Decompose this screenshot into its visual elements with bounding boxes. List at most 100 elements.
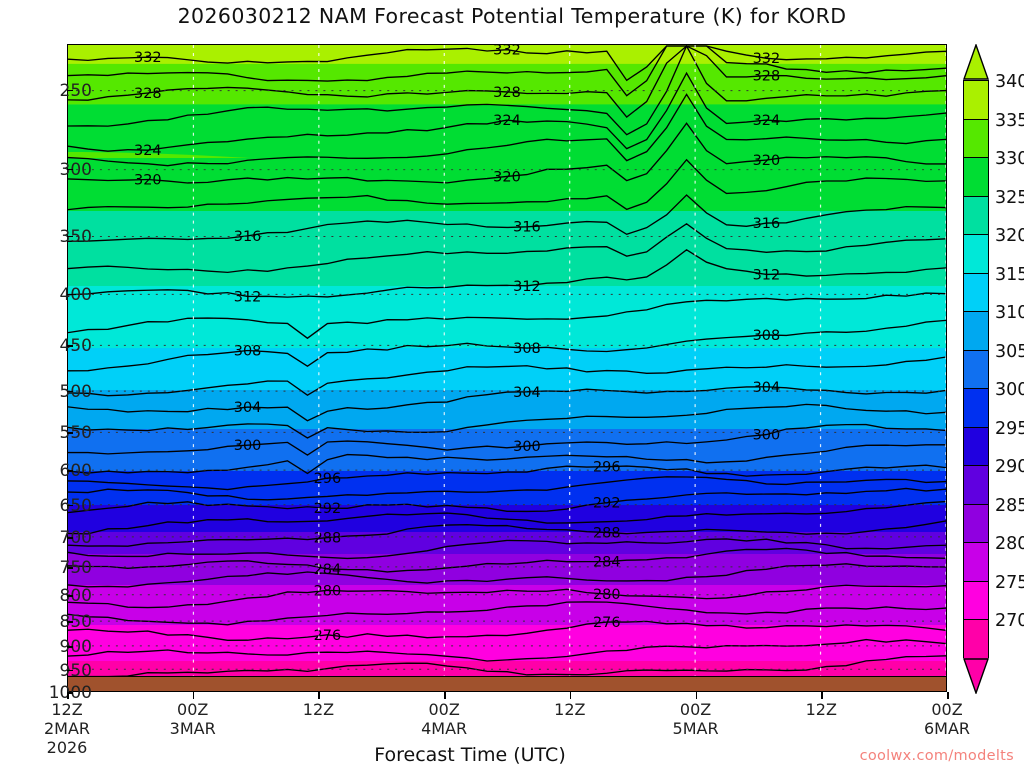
- y-axis-tick: [67, 235, 73, 238]
- y-axis-tick-label: 500: [59, 381, 92, 402]
- fill-band: [68, 504, 946, 532]
- x-axis-tick-line: 3MAR: [169, 719, 216, 738]
- contour-line: [68, 487, 946, 514]
- contour-line: [68, 45, 946, 97]
- colorbar-tick-label: 330: [995, 149, 1024, 170]
- y-axis-tick: [67, 293, 73, 296]
- contour-label: 320: [493, 169, 521, 185]
- x-axis-tick-label: 12Z: [554, 700, 585, 719]
- x-axis-tick-line: 00Z: [931, 700, 963, 719]
- contour-label: 300: [513, 439, 541, 455]
- contour-label: 332: [493, 45, 521, 59]
- y-axis-tick-label: 600: [59, 461, 92, 482]
- contour-label: 316: [753, 216, 781, 232]
- y-axis-tick: [67, 692, 73, 694]
- colorbar-segment: [964, 620, 988, 659]
- contour-label: 304: [234, 400, 262, 416]
- colorbar-tick-label: 305: [995, 341, 1024, 362]
- y-axis-tick-label: 650: [59, 495, 92, 516]
- y-axis-tick: [67, 390, 73, 393]
- watermark: coolwx.com/modelts: [859, 748, 1014, 764]
- x-axis-tick: [192, 692, 195, 699]
- contour-line: [68, 45, 946, 136]
- x-axis-tick-label: 00Z 5MAR: [673, 700, 719, 738]
- contour-label: 324: [493, 113, 521, 129]
- contour-line: [68, 292, 946, 340]
- contour-label: 280: [314, 583, 342, 599]
- x-axis-tick-label: 00Z 3MAR: [170, 700, 216, 738]
- x-axis-tick-line: 2026: [46, 738, 88, 757]
- contour-line: [68, 620, 946, 642]
- y-axis-tick-label: 900: [59, 637, 92, 658]
- y-axis-tick: [67, 432, 73, 434]
- contour-line: [68, 547, 946, 573]
- colorbar-tick-label: 325: [995, 187, 1024, 208]
- contour-line: [68, 476, 946, 501]
- x-axis-tick: [444, 692, 446, 699]
- colorbar-tick-label: 300: [995, 380, 1024, 401]
- colorbar-segment: [964, 427, 988, 467]
- contour-label: 304: [753, 380, 781, 396]
- x-axis-tick-line: 5MAR: [672, 719, 719, 738]
- y-axis-tick: [67, 567, 73, 569]
- contour-line: [68, 655, 946, 678]
- y-axis-tick-label: 950: [59, 660, 92, 681]
- contour-line: [68, 45, 946, 118]
- colorbar-tick-label: 280: [995, 534, 1024, 555]
- y-axis-tick-label: 800: [59, 586, 92, 607]
- contour-label: 328: [753, 69, 781, 85]
- contour-line: [68, 520, 946, 547]
- contour-label: 288: [593, 525, 621, 541]
- colorbar: [963, 80, 989, 659]
- contour-line: [68, 386, 946, 422]
- colorbar-segment: [964, 504, 988, 544]
- contour-label: 284: [593, 555, 621, 571]
- colorbar-tick-label: 270: [995, 611, 1024, 632]
- colorbar-tick-label: 275: [995, 572, 1024, 593]
- contour-label: 308: [753, 328, 781, 344]
- contour-line: [68, 45, 946, 82]
- y-axis-tick: [67, 168, 73, 171]
- contour-line: [68, 158, 946, 211]
- contour-label: 280: [593, 587, 621, 603]
- fill-band: [68, 471, 946, 505]
- y-axis-tick-label: 300: [59, 159, 92, 180]
- x-axis-tick: [67, 692, 69, 699]
- fill-band: [68, 390, 946, 430]
- x-axis-tick-line: 12Z: [51, 700, 83, 719]
- page-title: 2026030212 NAM Forecast Potential Temper…: [177, 4, 847, 28]
- y-axis-tick-label: 350: [59, 226, 92, 247]
- x-axis-tick-line: 00Z: [679, 700, 712, 719]
- contour-label: 276: [593, 615, 621, 631]
- y-axis-tick: [67, 345, 73, 347]
- contour-line: [68, 319, 946, 372]
- fill-band: [68, 553, 946, 586]
- contour-line: [68, 601, 946, 626]
- fill-band: [68, 429, 946, 472]
- contour-label: 316: [513, 220, 541, 236]
- y-axis-tick-label: 550: [59, 423, 92, 444]
- contour-label: 312: [513, 279, 541, 295]
- contour-label: 324: [134, 143, 162, 159]
- cross-section-plot: 332 332 332 328 328 328 324 324 324 320 320 320 316 3…: [67, 44, 947, 692]
- colorbar-segment: [964, 543, 988, 582]
- contour-line: [68, 464, 946, 491]
- contour-label: 296: [593, 460, 621, 476]
- fill-band: [68, 348, 946, 391]
- colorbar-segment: [964, 389, 988, 428]
- contour-line: [68, 423, 946, 456]
- contour-label: 304: [513, 385, 541, 401]
- x-axis-tick: [695, 692, 698, 699]
- contour-line: [68, 500, 946, 535]
- x-axis-tick: [569, 692, 572, 699]
- x-axis-tick-line: 00Z: [428, 700, 460, 719]
- colorbar-segment: [964, 158, 988, 197]
- colorbar-segment: [964, 350, 988, 390]
- contour-line: [68, 584, 946, 609]
- colorbar-tick-label: 290: [995, 457, 1024, 478]
- contour-label: 292: [314, 501, 342, 517]
- y-axis-tick-label: 400: [59, 284, 92, 305]
- y-axis-tick-label: 850: [59, 612, 92, 633]
